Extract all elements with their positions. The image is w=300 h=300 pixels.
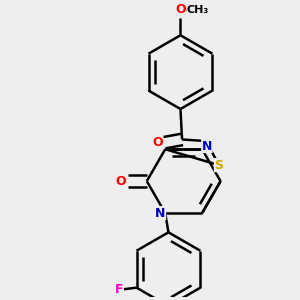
Text: F: F xyxy=(115,283,123,296)
Text: CH₃: CH₃ xyxy=(187,4,209,15)
Text: O: O xyxy=(152,136,163,149)
Text: O: O xyxy=(175,3,186,16)
Text: O: O xyxy=(115,175,126,188)
Text: N: N xyxy=(155,207,166,220)
Text: S: S xyxy=(214,159,224,172)
Text: N: N xyxy=(202,140,212,152)
